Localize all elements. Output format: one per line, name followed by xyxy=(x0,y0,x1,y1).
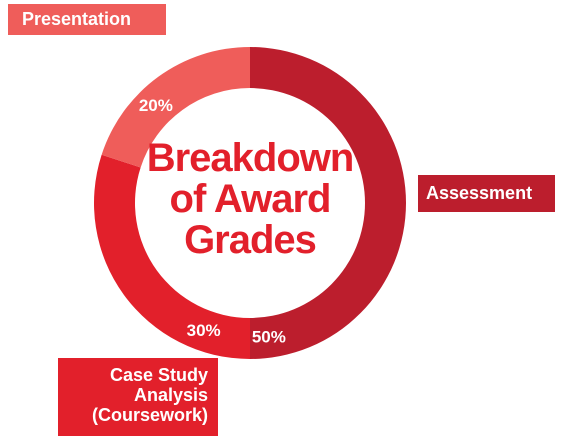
callout-assessment-label: Assessment xyxy=(426,183,533,203)
slice-label-assessment: 50% xyxy=(252,328,286,347)
slice-assessment xyxy=(250,47,406,359)
callout-presentation-label: Presentation xyxy=(22,9,132,29)
chart-title-line-2: of Award xyxy=(169,177,332,221)
callout-case-study: Case Study Analysis (Coursework) xyxy=(58,358,218,436)
slice-label-case-study: 30% xyxy=(187,321,221,340)
callout-case-study-line-2: Analysis xyxy=(133,385,208,405)
callout-case-study-line-1: Case Study xyxy=(109,365,208,385)
slice-case-study xyxy=(94,154,250,359)
callout-presentation: Presentation xyxy=(8,4,166,35)
callout-assessment: Assessment xyxy=(418,175,555,212)
chart-title-line-3: Grades xyxy=(184,218,317,262)
slice-label-presentation: 20% xyxy=(139,96,173,115)
callout-case-study-line-3: (Coursework) xyxy=(91,405,208,425)
slice-presentation xyxy=(101,47,250,168)
chart-title-line-1: Breakdown xyxy=(146,136,355,180)
chart-title: Breakdown of Award Grades xyxy=(125,138,375,261)
